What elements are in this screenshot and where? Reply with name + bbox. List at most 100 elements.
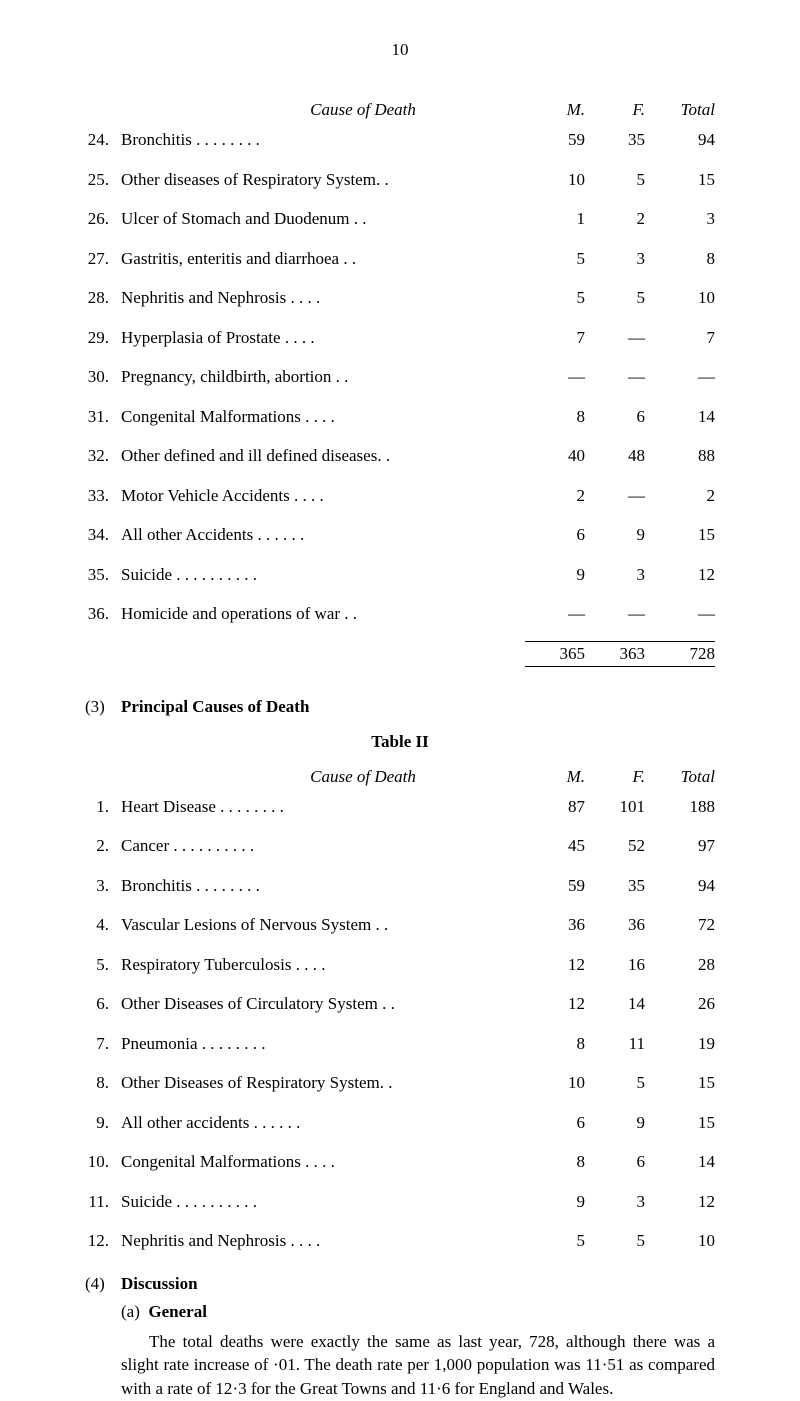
table-row: 27.Gastritis, enteritis and diarrhoea . …	[85, 246, 715, 272]
cell-total: 12	[645, 562, 715, 588]
cell-total: 94	[645, 127, 715, 153]
row-number: 6.	[85, 991, 121, 1017]
cell-m: 87	[525, 794, 585, 820]
cell-total: 94	[645, 873, 715, 899]
discussion-sub-label: (a)	[121, 1302, 140, 1321]
discussion-num: (4)	[85, 1274, 121, 1294]
cell-total: 15	[645, 522, 715, 548]
cell-f: —	[585, 364, 645, 390]
header-total2: Total	[645, 767, 715, 787]
cell-m: 7	[525, 325, 585, 351]
cell-m: 59	[525, 127, 585, 153]
cell-f: 9	[585, 1110, 645, 1136]
row-number: 9.	[85, 1110, 121, 1136]
total-m: 365	[525, 641, 585, 667]
row-number: 36.	[85, 601, 121, 627]
cell-f: —	[585, 483, 645, 509]
cell-total: 15	[645, 1110, 715, 1136]
cell-f: 6	[585, 404, 645, 430]
header-cause: Cause of Death	[121, 100, 525, 120]
cell-m: 10	[525, 167, 585, 193]
row-label: Bronchitis . . . . . . . .	[121, 127, 525, 153]
cell-m: 9	[525, 1189, 585, 1215]
cell-total: 15	[645, 1070, 715, 1096]
table-row: 9.All other accidents . . . . . .6915	[85, 1110, 715, 1136]
row-number: 3.	[85, 873, 121, 899]
row-number: 28.	[85, 285, 121, 311]
cell-total: 188	[645, 794, 715, 820]
table-row: 11.Suicide . . . . . . . . . .9312	[85, 1189, 715, 1215]
cell-f: —	[585, 601, 645, 627]
row-number: 24.	[85, 127, 121, 153]
cell-total: 10	[645, 1228, 715, 1254]
row-label: Other defined and ill defined diseases. …	[121, 443, 525, 469]
cell-m: 5	[525, 1228, 585, 1254]
section3-num: (3)	[85, 697, 121, 717]
row-label: Other Diseases of Circulatory System . .	[121, 991, 525, 1017]
cell-m: 12	[525, 991, 585, 1017]
section3-heading: (3) Principal Causes of Death	[85, 697, 715, 717]
row-number: 2.	[85, 833, 121, 859]
table-row: 28.Nephritis and Nephrosis . . . .5510	[85, 285, 715, 311]
table-row: 12.Nephritis and Nephrosis . . . .5510	[85, 1228, 715, 1254]
row-label: Respiratory Tuberculosis . . . .	[121, 952, 525, 978]
discussion-sub-title: General	[148, 1302, 207, 1321]
cell-f: 2	[585, 206, 645, 232]
cell-total: 14	[645, 1149, 715, 1175]
cell-total: 26	[645, 991, 715, 1017]
row-number: 26.	[85, 206, 121, 232]
cell-f: 52	[585, 833, 645, 859]
row-label: Suicide . . . . . . . . . .	[121, 562, 525, 588]
cell-f: 5	[585, 167, 645, 193]
row-label: Heart Disease . . . . . . . .	[121, 794, 525, 820]
cell-f: 35	[585, 873, 645, 899]
cell-f: 9	[585, 522, 645, 548]
cell-m: 59	[525, 873, 585, 899]
table-row: 25.Other diseases of Respiratory System.…	[85, 167, 715, 193]
row-number: 10.	[85, 1149, 121, 1175]
cell-f: 36	[585, 912, 645, 938]
table-row: 6.Other Diseases of Circulatory System .…	[85, 991, 715, 1017]
cell-total: 3	[645, 206, 715, 232]
cell-total: 72	[645, 912, 715, 938]
row-number: 1.	[85, 794, 121, 820]
header-cause2: Cause of Death	[121, 767, 525, 787]
cell-total: 97	[645, 833, 715, 859]
row-label: Other Diseases of Respiratory System. .	[121, 1070, 525, 1096]
cell-m: —	[525, 601, 585, 627]
row-number: 33.	[85, 483, 121, 509]
cell-f: 5	[585, 285, 645, 311]
discussion-section: (4) Discussion (a) General The total dea…	[85, 1274, 715, 1401]
cell-total: 19	[645, 1031, 715, 1057]
cell-total: 2	[645, 483, 715, 509]
cell-f: —	[585, 325, 645, 351]
table-row: 33.Motor Vehicle Accidents . . . .2—2	[85, 483, 715, 509]
row-label: Motor Vehicle Accidents . . . .	[121, 483, 525, 509]
row-number: 27.	[85, 246, 121, 272]
row-number: 8.	[85, 1070, 121, 1096]
row-number: 11.	[85, 1189, 121, 1215]
header-total: Total	[645, 100, 715, 120]
table-row: 7.Pneumonia . . . . . . . .81119	[85, 1031, 715, 1057]
row-label: Bronchitis . . . . . . . .	[121, 873, 525, 899]
header-m2: M.	[525, 767, 585, 787]
table-row: 31.Congenital Malformations . . . .8614	[85, 404, 715, 430]
row-label: Nephritis and Nephrosis . . . .	[121, 285, 525, 311]
table2-title: Table II	[85, 732, 715, 752]
row-label: All other accidents . . . . . .	[121, 1110, 525, 1136]
table-row: 29.Hyperplasia of Prostate . . . .7—7	[85, 325, 715, 351]
cell-m: 8	[525, 404, 585, 430]
cell-m: 6	[525, 522, 585, 548]
cell-m: 8	[525, 1031, 585, 1057]
header-m: M.	[525, 100, 585, 120]
table-row: 24.Bronchitis . . . . . . . .593594	[85, 127, 715, 153]
table-row: 30.Pregnancy, childbirth, abortion . .——…	[85, 364, 715, 390]
cell-m: 5	[525, 246, 585, 272]
table-row: 32.Other defined and ill defined disease…	[85, 443, 715, 469]
row-label: Congenital Malformations . . . .	[121, 404, 525, 430]
row-number: 12.	[85, 1228, 121, 1254]
cell-total: 8	[645, 246, 715, 272]
row-number: 29.	[85, 325, 121, 351]
total-t: 728	[645, 641, 715, 667]
row-number: 32.	[85, 443, 121, 469]
